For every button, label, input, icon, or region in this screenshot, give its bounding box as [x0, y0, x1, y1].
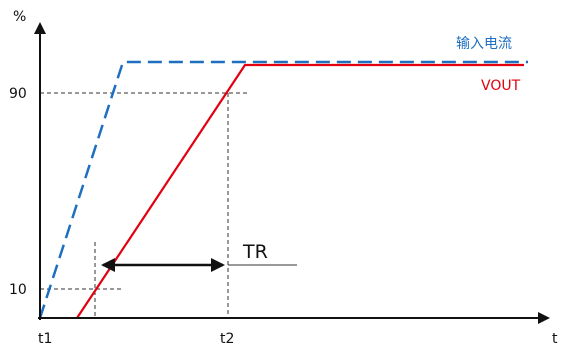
input-current-legend: 输入电流 [456, 36, 512, 52]
y-axis-label: % [13, 9, 26, 25]
level-10-label: 10 [9, 282, 27, 298]
t2-label: t2 [220, 331, 234, 347]
vout-curve [76, 63, 524, 319]
input-current-curve [38, 60, 528, 319]
level-90-label: 90 [9, 86, 27, 102]
vout-legend: VOUT [481, 78, 521, 94]
t1-label: t1 [38, 331, 52, 347]
x-axis-label: t [552, 331, 558, 347]
tr-label: TR [242, 241, 268, 263]
